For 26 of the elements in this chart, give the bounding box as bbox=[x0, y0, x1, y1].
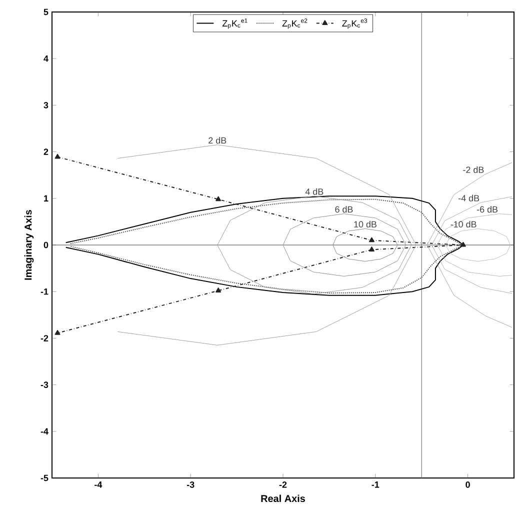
y-tick-label: -4 bbox=[40, 428, 48, 434]
y-tick-label: 5 bbox=[44, 8, 48, 16]
y-tick-label: 2 bbox=[44, 148, 48, 155]
y-tick-label: -1 bbox=[40, 288, 48, 295]
y-tick-label: -5 bbox=[40, 474, 48, 482]
annotation: -2 dB bbox=[463, 166, 484, 173]
y-tick-label: 0 bbox=[44, 242, 48, 248]
y-tick-label: 1 bbox=[44, 195, 48, 202]
annotation: 4 dB bbox=[305, 188, 324, 195]
x-tick-label: -4 bbox=[94, 482, 102, 488]
annotation: -6 dB bbox=[477, 206, 498, 213]
annotation: 10 dB bbox=[354, 220, 376, 228]
x-axis-title: Real Axis bbox=[261, 494, 306, 502]
annotation: 2 dB bbox=[208, 137, 226, 144]
x-tick-label: 0 bbox=[466, 482, 470, 488]
x-tick-label: -1 bbox=[372, 482, 380, 488]
y-tick-label: 3 bbox=[44, 102, 48, 108]
y-tick-label: -3 bbox=[40, 382, 48, 388]
x-tick-label: -3 bbox=[186, 482, 194, 488]
y-tick-label: 4 bbox=[44, 56, 48, 62]
annotation: -10 dB bbox=[450, 220, 476, 228]
y-tick-label: -2 bbox=[40, 335, 48, 342]
annotation: 6 dB bbox=[335, 206, 353, 213]
x-tick-label: -2 bbox=[279, 482, 287, 488]
y-axis-title: Imaginary Axis bbox=[24, 210, 34, 280]
annotation: -4 dB bbox=[458, 194, 480, 202]
